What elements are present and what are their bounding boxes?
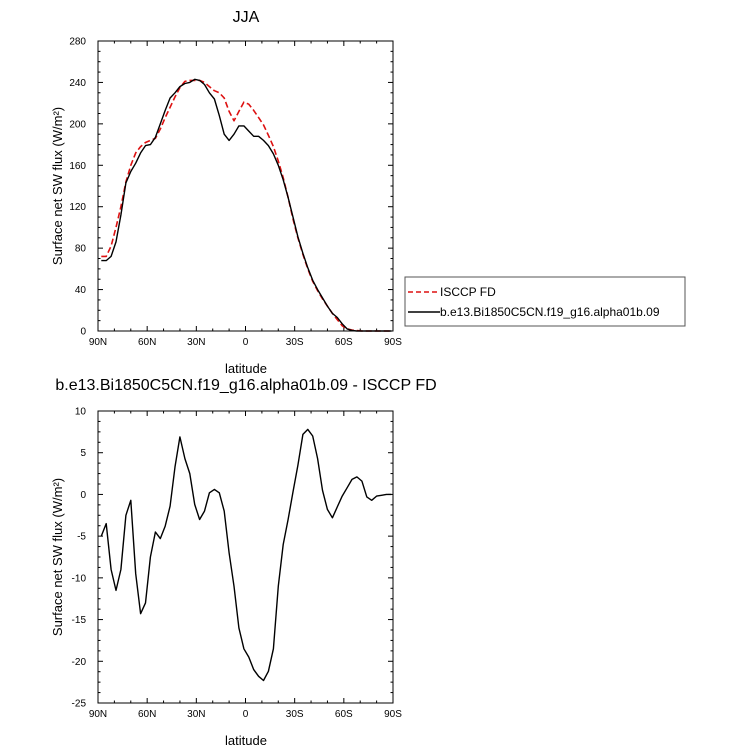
bottom-x-tick-label: 90N (89, 709, 107, 720)
legend-label-isccp: ISCCP FD (440, 285, 496, 299)
legend-label-model: b.e13.Bi1850C5CN.f19_g16.alpha01b.09 (440, 305, 660, 319)
top-y-tick-label: 0 (80, 327, 86, 338)
top-y-tick-label: 40 (75, 285, 87, 296)
bottom-y-tick-label: -25 (72, 699, 87, 710)
top-x-tick-label: 60N (138, 337, 156, 348)
bottom-series-lines (100, 428, 392, 682)
top-y-tick-label: 280 (69, 37, 86, 48)
legend-frame (404, 276, 686, 327)
top-y-tick-label: 80 (75, 244, 87, 255)
bottom-y-tick-label: -20 (72, 657, 87, 668)
bottom-x-tick-label: 90S (384, 709, 402, 720)
top-x-tick-label: 30S (286, 337, 304, 348)
bottom-y-tick-label: -15 (72, 615, 87, 626)
top-x-tick-label: 90N (89, 337, 107, 348)
bottom-series-line-0 (100, 428, 392, 682)
bottom-axis-ticks: 90N 60N 30N 0 30S 60S 90S -25 -20 -15 -10 -5 0 5 10 (72, 407, 403, 721)
bottom-y-tick-label: -5 (77, 532, 86, 543)
top-y-axis-title: Surface net SW flux (W/m²) (50, 107, 65, 265)
bottom-y-tick-label: -10 (72, 573, 87, 584)
top-panel: JJA 90N 60N 30N 0 30S 60S 90S 0 40 80 120 160 200 240… (50, 9, 402, 376)
top-x-tick-label: 0 (243, 337, 249, 348)
bottom-x-tick-label: 0 (243, 709, 249, 720)
bottom-x-axis-title: latitude (225, 733, 267, 748)
legend: ISCCP FD b.e13.Bi1850C5CN.f19_g16.alpha0… (404, 276, 686, 327)
bottom-x-tick-label: 60N (138, 709, 156, 720)
top-x-axis-title: latitude (225, 361, 267, 376)
bottom-x-tick-label: 60S (335, 709, 353, 720)
top-x-tick-label: 30N (187, 337, 205, 348)
top-x-tick-label: 90S (384, 337, 402, 348)
top-plot-frame (97, 40, 394, 332)
bottom-y-tick-label: 10 (75, 407, 87, 418)
top-y-tick-label: 240 (69, 78, 86, 89)
top-y-tick-label: 160 (69, 161, 86, 172)
top-series-lines (101, 78, 392, 332)
bottom-y-tick-label: 5 (80, 448, 86, 459)
top-y-tick-label: 200 (69, 119, 86, 130)
top-series-line-0 (101, 79, 392, 332)
top-x-tick-label: 60S (335, 337, 353, 348)
bottom-x-tick-label: 30S (286, 709, 304, 720)
top-panel-title: JJA (233, 9, 260, 26)
bottom-plot-frame (97, 410, 394, 704)
bottom-panel-title: b.e13.Bi1850C5CN.f19_g16.alpha01b.09 - I… (55, 377, 436, 394)
bottom-y-tick-label: 0 (80, 490, 86, 501)
top-axis-ticks: 90N 60N 30N 0 30S 60S 90S 0 40 80 120 160 200 240 280 (69, 37, 402, 349)
bottom-y-axis-title: Surface net SW flux (W/m²) (50, 478, 65, 636)
top-series-line-1 (101, 78, 392, 332)
bottom-x-tick-label: 30N (187, 709, 205, 720)
bottom-panel: b.e13.Bi1850C5CN.f19_g16.alpha01b.09 - I… (50, 377, 437, 748)
top-y-tick-label: 120 (69, 202, 86, 213)
